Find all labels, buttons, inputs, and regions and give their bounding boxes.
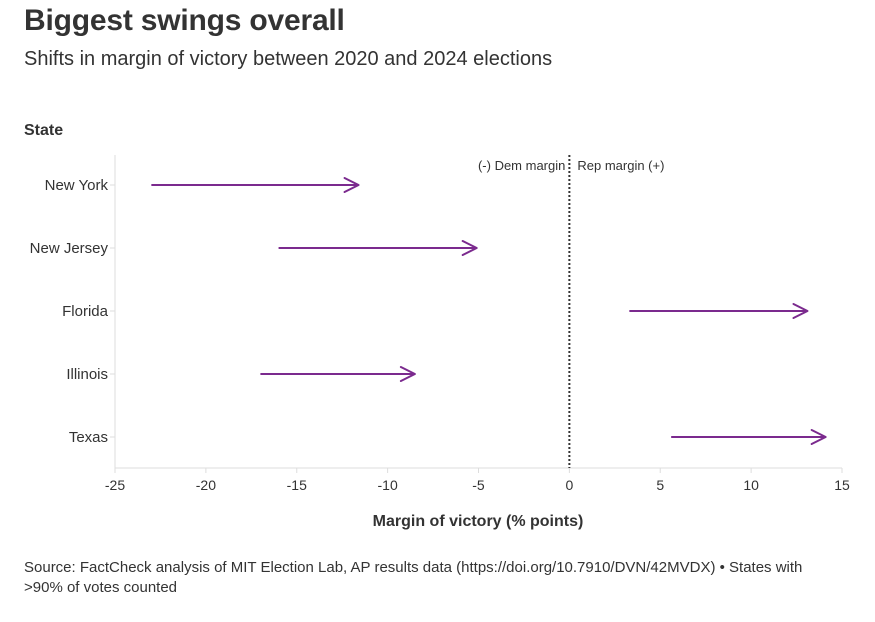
x-tick-label: -20 [196, 477, 216, 493]
swing-arrow [260, 366, 416, 382]
arrow-head [792, 303, 809, 319]
x-tick-label: -10 [378, 477, 398, 493]
annotation-dem-margin: (-) Dem margin [478, 158, 565, 173]
y-tick-label: Florida [62, 303, 109, 320]
arrow-head [343, 177, 360, 193]
swing-arrow [151, 177, 360, 193]
x-tick-label: 0 [565, 477, 573, 493]
swing-arrow [629, 303, 809, 319]
x-axis-label: Margin of victory (% points) [373, 513, 584, 530]
swing-arrow [278, 240, 478, 256]
x-tick-label: -15 [287, 477, 307, 493]
swing-arrow [671, 429, 827, 445]
y-tick-label: New Jersey [30, 240, 109, 257]
arrow-head [810, 429, 827, 445]
x-tick-label: -5 [472, 477, 485, 493]
arrow-head [461, 240, 478, 256]
y-tick-label: Illinois [66, 366, 108, 383]
x-tick-label: 15 [834, 477, 850, 493]
x-tick-label: 5 [656, 477, 664, 493]
x-tick-label: -25 [105, 477, 125, 493]
y-axis-label: State [24, 122, 63, 139]
chart-marks [151, 177, 827, 445]
y-tick-label: Texas [69, 429, 108, 446]
chart-title: Biggest swings overall [24, 4, 345, 37]
arrow-head [399, 366, 416, 382]
annotation-rep-margin: Rep margin (+) [577, 158, 664, 173]
x-tick-label: 10 [743, 477, 759, 493]
chart-subtitle: Shifts in margin of victory between 2020… [24, 48, 553, 70]
axes: -25 -20 -15 -10 -5 0 5 10 15 (-) Dem margin Rep ma… [30, 155, 850, 493]
y-tick-label: New York [45, 177, 109, 194]
source-note: Source: FactCheck analysis of MIT Electi… [24, 559, 803, 596]
